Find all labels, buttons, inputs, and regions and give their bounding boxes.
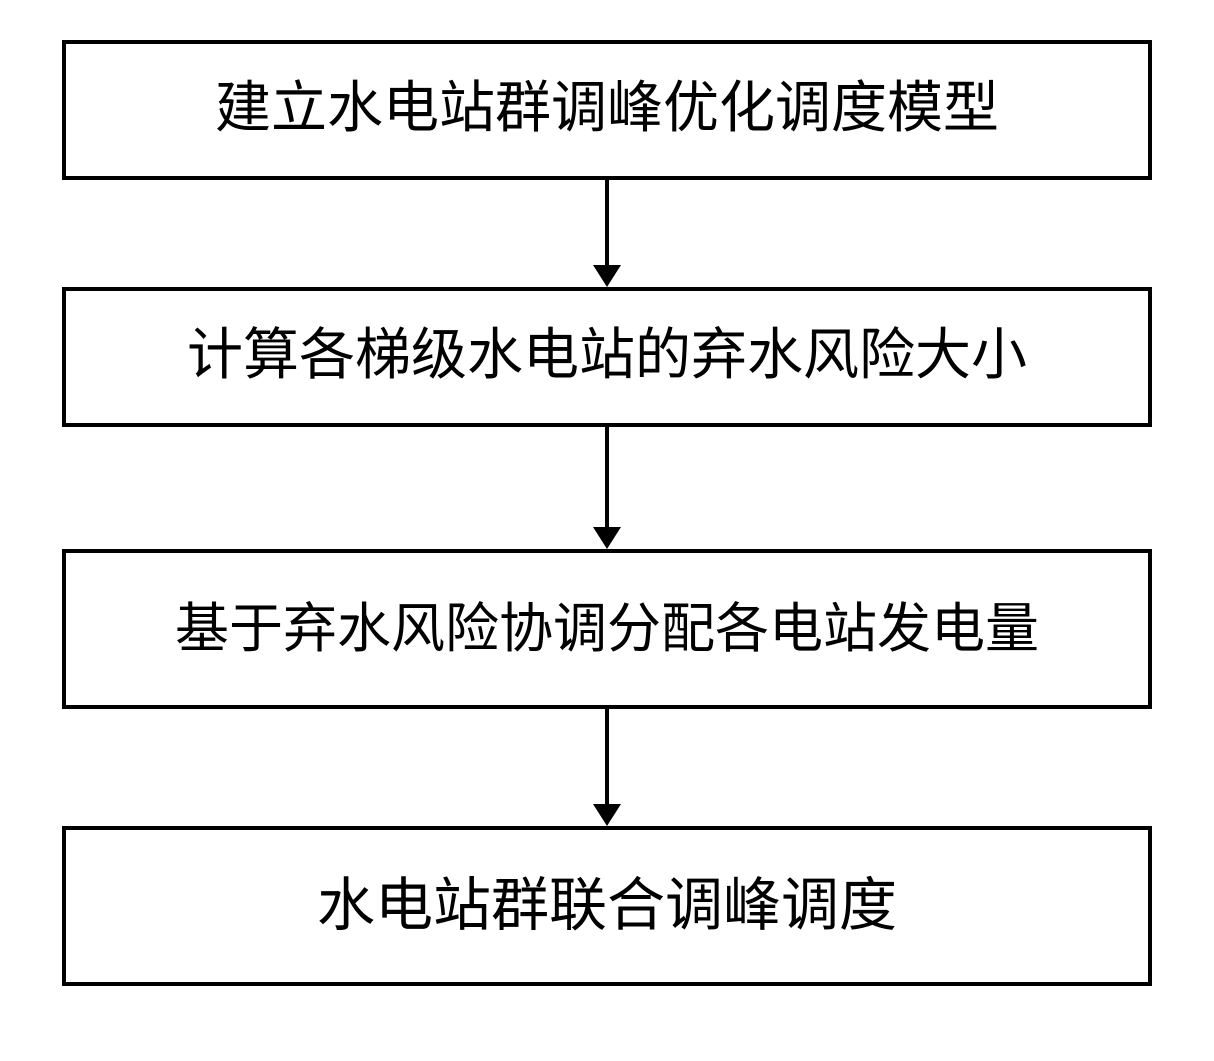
box-2-text: 计算各梯级水电站的弃水风险大小 — [187, 323, 1027, 390]
flowchart-box-3: 基于弃水风险协调分配各电站发电量 — [62, 549, 1152, 709]
arrow-2-head — [593, 527, 621, 549]
flowchart-box-4: 水电站群联合调峰调度 — [62, 826, 1152, 986]
flowchart-box-1: 建立水电站群调峰优化调度模型 — [62, 40, 1152, 180]
arrow-2 — [593, 427, 621, 549]
arrow-2-line — [605, 427, 609, 527]
box-3-text: 基于弃水风险协调分配各电站发电量 — [175, 597, 1039, 662]
box-4-text: 水电站群联合调峰调度 — [317, 871, 897, 941]
flowchart-box-2: 计算各梯级水电站的弃水风险大小 — [62, 287, 1152, 427]
box-1-text: 建立水电站群调峰优化调度模型 — [215, 76, 999, 143]
flowchart-container: 建立水电站群调峰优化调度模型 计算各梯级水电站的弃水风险大小 基于弃水风险协调分… — [62, 40, 1152, 986]
arrow-1-line — [605, 180, 609, 265]
arrow-1-head — [593, 265, 621, 287]
arrow-3 — [593, 709, 621, 826]
arrow-3-line — [605, 709, 609, 804]
arrow-3-head — [593, 804, 621, 826]
arrow-1 — [593, 180, 621, 287]
